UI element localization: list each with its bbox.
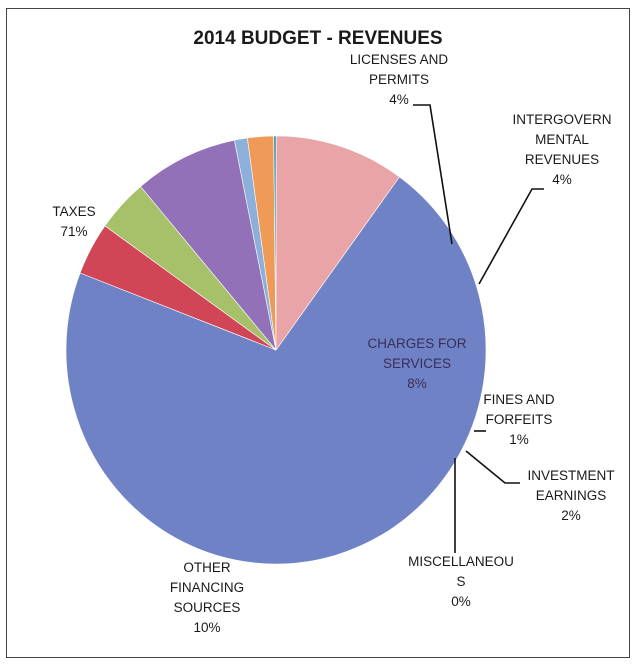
data-label-miscellaneous: MISCELLANEOU S 0% xyxy=(408,554,514,609)
leader-line-licenses-and-permits xyxy=(413,104,453,245)
leader-lines xyxy=(413,104,544,553)
data-label-intergovernmental-revenues: INTERGOVERN MENTAL REVENUES 4% xyxy=(512,112,611,187)
leader-line-investment-earnings xyxy=(465,450,520,484)
pie-slices xyxy=(65,135,487,565)
data-label-investment-earnings: INVESTMENT EARNINGS 2% xyxy=(527,468,614,523)
data-label-other-financing-sources: OTHER FINANCING SOURCES 10% xyxy=(170,560,244,635)
data-label-licenses-and-permits: LICENSES AND PERMITS 4% xyxy=(350,52,449,107)
pie-slice-taxes xyxy=(65,176,487,565)
data-label-taxes: TAXES 71% xyxy=(52,204,95,239)
data-label-charges-for-services: CHARGES FOR SERVICES 8% xyxy=(367,336,466,391)
data-label-fines-and-forfeits: FINES AND FORFEITS 1% xyxy=(483,392,555,447)
slice-labels: TAXES 71% LICENSES AND PERMITS 4% INTERGOVERN… xyxy=(52,52,614,635)
pie-slice-other-financing-sources xyxy=(275,135,400,351)
pie-slice-charges-for-services xyxy=(140,139,277,351)
chart-title: 2014 BUDGET - REVENUES xyxy=(193,28,442,49)
leader-line-intergovernmental-revenues xyxy=(478,188,544,285)
